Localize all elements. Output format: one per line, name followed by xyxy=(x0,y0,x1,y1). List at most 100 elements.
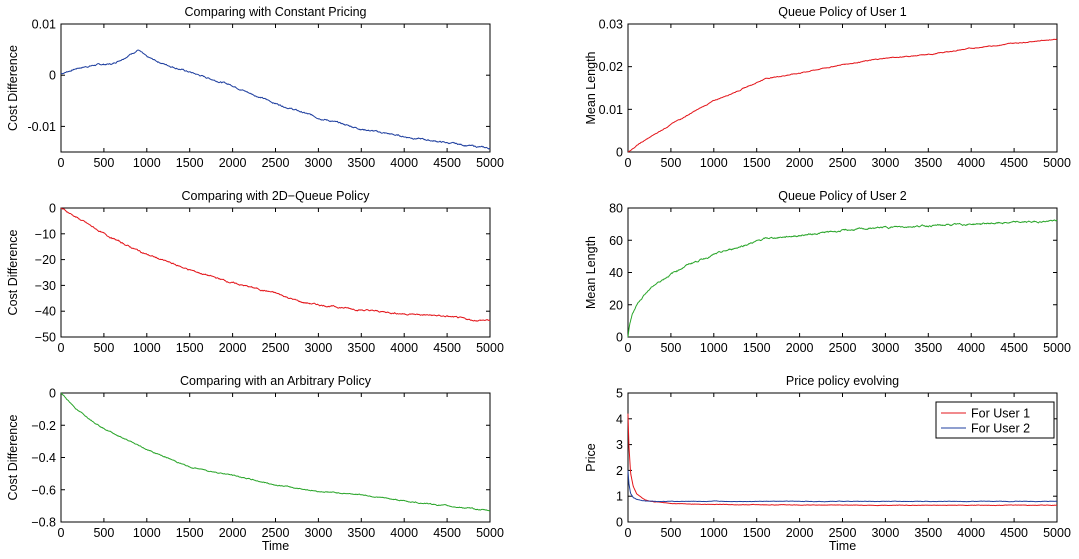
chart-panel-3: 0 500 1000 1500 2000 2500 3000 3500 4000 4500 5000… xyxy=(6,189,504,355)
y-tick-label: 0 xyxy=(616,516,623,530)
x-tick-label: 4000 xyxy=(957,526,985,540)
x-tick-label: 500 xyxy=(660,341,681,355)
x-tick-label: 5000 xyxy=(1043,526,1071,540)
chart-title: Queue Policy of User 1 xyxy=(778,5,907,19)
x-tick-label: 2000 xyxy=(786,156,814,170)
x-tick-label: 3000 xyxy=(304,341,332,355)
x-tick-label: 500 xyxy=(93,341,114,355)
y-axis-label: Mean Length xyxy=(584,51,598,124)
y-axis-label: Cost Difference xyxy=(6,229,20,315)
series-line-1 xyxy=(60,392,491,512)
x-tick-label: 1500 xyxy=(176,341,204,355)
x-axis-label: Time xyxy=(829,539,856,553)
y-tick-label: −0.4 xyxy=(31,451,56,465)
x-tick-label: 0 xyxy=(58,156,65,170)
chart-title: Queue Policy of User 2 xyxy=(778,189,907,203)
y-tick-label: −10 xyxy=(35,227,56,241)
x-tick-label: 4000 xyxy=(390,156,418,170)
y-tick-label: 20 xyxy=(609,298,623,312)
chart-title: Price policy evolving xyxy=(786,374,899,388)
x-tick-label: 1500 xyxy=(743,526,771,540)
x-tick-label: 4000 xyxy=(390,526,418,540)
x-tick-label: 500 xyxy=(93,526,114,540)
x-tick-label: 0 xyxy=(625,156,632,170)
x-tick-label: 2000 xyxy=(219,156,247,170)
y-tick-label: 2 xyxy=(616,464,623,478)
x-tick-label: 2000 xyxy=(786,341,814,355)
x-tick-label: 4500 xyxy=(433,526,461,540)
y-tick-label: −0.6 xyxy=(31,483,56,497)
plot-frame xyxy=(627,23,1058,153)
x-tick-label: 1500 xyxy=(743,156,771,170)
y-tick-label: 4 xyxy=(616,412,623,426)
x-tick-label: 1000 xyxy=(700,341,728,355)
chart-panel-5: 0 500 1000 1500 2000 2500 3000 3500 4000 4500 5000… xyxy=(6,374,504,553)
x-tick-label: 3500 xyxy=(347,156,375,170)
y-tick-label: −30 xyxy=(35,279,56,293)
chart-panel-1: 0 500 1000 1500 2000 2500 3000 3500 4000 4500 5000… xyxy=(6,5,504,170)
x-tick-label: 4500 xyxy=(1000,526,1028,540)
series-line-1 xyxy=(60,49,491,150)
y-tick-label: 0.03 xyxy=(599,18,623,32)
y-tick-label: 0 xyxy=(49,69,56,83)
x-tick-label: 2000 xyxy=(219,341,247,355)
x-tick-label: 1000 xyxy=(700,156,728,170)
legend-box xyxy=(935,401,1055,439)
y-tick-label: 0.02 xyxy=(599,60,623,74)
x-tick-label: 0 xyxy=(625,526,632,540)
x-tick-label: 0 xyxy=(58,341,65,355)
series-line-for-user-2 xyxy=(627,470,1058,503)
chart-title: Comparing with an Arbitrary Policy xyxy=(180,374,372,388)
chart-panel-2: 0 500 1000 1500 2000 2500 3000 3500 4000 4500 5000… xyxy=(584,5,1071,170)
plot-frame xyxy=(60,23,491,153)
x-tick-label: 5000 xyxy=(476,341,504,355)
y-tick-label: 1 xyxy=(616,490,623,504)
x-tick-label: 3500 xyxy=(347,526,375,540)
x-tick-label: 500 xyxy=(660,156,681,170)
y-tick-label: −20 xyxy=(35,253,56,267)
x-tick-label: 3000 xyxy=(871,526,899,540)
x-axis-label: Time xyxy=(262,539,289,553)
x-tick-label: 2500 xyxy=(829,156,857,170)
y-tick-label: 3 xyxy=(616,438,623,452)
y-tick-label: 0 xyxy=(49,202,56,216)
y-tick-label: −40 xyxy=(35,305,56,319)
x-tick-label: 1500 xyxy=(743,341,771,355)
x-tick-label: 4000 xyxy=(957,156,985,170)
x-tick-label: 1500 xyxy=(176,526,204,540)
series-line-1 xyxy=(627,219,1058,338)
chart-title: Comparing with Constant Pricing xyxy=(184,5,366,19)
x-tick-label: 500 xyxy=(660,526,681,540)
x-tick-label: 5000 xyxy=(476,156,504,170)
series-line-for-user-1 xyxy=(627,413,1058,507)
chart-panel-6: 0 500 1000 1500 2000 2500 3000 3500 4000 4500 5000… xyxy=(584,374,1071,553)
x-tick-label: 1000 xyxy=(133,156,161,170)
y-tick-label: 0 xyxy=(49,387,56,401)
y-tick-label: 40 xyxy=(609,266,623,280)
x-tick-label: 4500 xyxy=(1000,156,1028,170)
x-tick-label: 3500 xyxy=(347,341,375,355)
x-tick-label: 1000 xyxy=(133,526,161,540)
x-tick-label: 2500 xyxy=(262,526,290,540)
x-tick-label: 1000 xyxy=(700,526,728,540)
plot-frame xyxy=(60,392,491,523)
x-tick-label: 500 xyxy=(93,156,114,170)
x-tick-label: 3500 xyxy=(914,526,942,540)
y-axis-label: Cost Difference xyxy=(6,414,20,500)
x-tick-label: 5000 xyxy=(1043,156,1071,170)
y-tick-label: 0 xyxy=(616,331,623,345)
x-tick-label: 3500 xyxy=(914,156,942,170)
x-tick-label: 2500 xyxy=(829,341,857,355)
x-tick-label: 3000 xyxy=(871,156,899,170)
x-tick-label: 3000 xyxy=(304,156,332,170)
x-tick-label: 2000 xyxy=(219,526,247,540)
x-tick-label: 5000 xyxy=(476,526,504,540)
y-axis-label: Cost Difference xyxy=(6,45,20,131)
series-line-1 xyxy=(627,38,1058,153)
chart-title: Comparing with 2D−Queue Policy xyxy=(182,189,371,203)
y-axis-label: Price xyxy=(584,443,598,472)
chart-panel-4: 0 500 1000 1500 2000 2500 3000 3500 4000 4500 5000… xyxy=(584,189,1071,355)
x-tick-label: 4000 xyxy=(957,341,985,355)
